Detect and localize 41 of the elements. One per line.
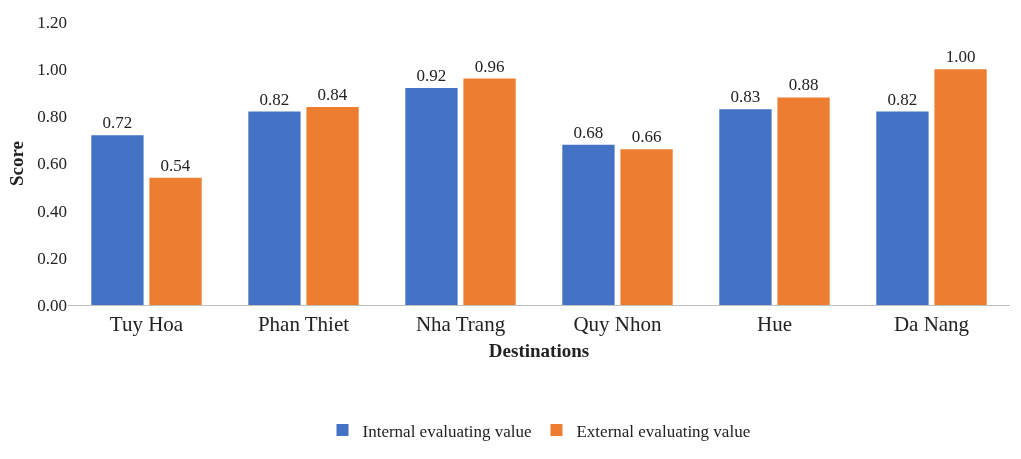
bar	[876, 111, 929, 305]
data-label: 0.68	[573, 122, 604, 142]
data-label: 0.66	[631, 127, 662, 147]
y-tick-label: 0.80	[37, 107, 67, 127]
data-label: 0.84	[317, 84, 348, 104]
data-label: 0.82	[887, 89, 918, 109]
bar	[777, 97, 830, 305]
bar	[91, 135, 144, 305]
x-tick-label: Da Nang	[893, 312, 970, 337]
bar	[562, 144, 615, 305]
legend-label: Internal evaluating value	[362, 421, 532, 441]
data-label: 0.54	[160, 155, 191, 175]
y-axis-title: Score	[6, 140, 28, 187]
x-tick-label: Tuy Hoa	[109, 312, 184, 337]
y-tick-label: 1.20	[37, 12, 67, 32]
x-axis-title: Destinations	[488, 340, 590, 361]
y-tick-label: 0.40	[37, 201, 67, 221]
bar	[934, 69, 987, 305]
y-tick-label: 1.00	[37, 60, 67, 80]
bar	[149, 177, 202, 305]
data-label: 1.00	[945, 47, 976, 67]
data-label: 0.72	[102, 113, 133, 133]
bar	[248, 111, 301, 305]
y-tick-label: 0.60	[37, 154, 67, 174]
x-tick-label: Quy Nhon	[573, 312, 663, 337]
bar	[719, 109, 772, 305]
y-tick-label: 0.20	[37, 248, 67, 268]
data-label: 0.96	[474, 56, 505, 76]
bar	[463, 78, 516, 305]
data-label: 0.83	[730, 87, 761, 107]
x-tick-label: Nha Trang	[415, 312, 506, 337]
data-label: 0.88	[788, 75, 819, 95]
bar	[306, 106, 359, 305]
data-label: 0.92	[416, 66, 447, 86]
bar	[405, 88, 458, 305]
y-tick-label: 0.00	[37, 295, 67, 315]
x-tick-label: Phan Thiet	[257, 312, 350, 337]
data-label: 0.82	[259, 89, 290, 109]
x-tick-label: Hue	[757, 312, 792, 337]
legend-label: External evaluating value	[576, 421, 751, 441]
bar	[620, 149, 673, 305]
